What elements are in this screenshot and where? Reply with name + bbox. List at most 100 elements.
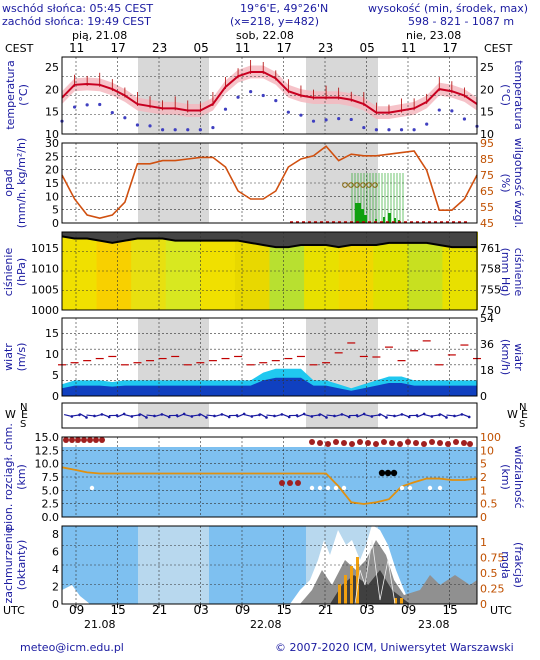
hour-bottom-label: 03 — [360, 603, 375, 617]
wind-arrow-head — [347, 415, 351, 419]
y-tick-left: 10 — [45, 128, 59, 141]
dewpoint-dot — [362, 125, 366, 130]
y-tick-left: 20 — [45, 164, 59, 177]
height-label: wysokość (min, środek, max) — [368, 2, 528, 15]
dewpoint-dot — [412, 128, 416, 132]
dewpoint-dot — [161, 128, 165, 132]
wind-arrow-head — [235, 414, 239, 417]
cloud-base-dot — [279, 480, 285, 486]
sunrise-text: wschód słońca: 05:45 CEST — [2, 2, 153, 15]
y-tick-left: 8 — [52, 528, 59, 541]
y-tick-right: 20 — [480, 83, 494, 96]
tz-bottom-left: UTC — [3, 604, 25, 617]
axis-label: temperatura(°C) — [499, 60, 525, 129]
y-tick-right: 55 — [480, 201, 494, 214]
hour-bottom-label: 09 — [401, 603, 416, 617]
dewpoint-dot — [211, 125, 215, 130]
fog-bar — [338, 584, 341, 604]
dewpoint-dot — [249, 90, 253, 94]
axis-label: wiatr(m/s) — [2, 343, 28, 372]
wind-arrow — [176, 413, 185, 418]
wind-arrow — [296, 413, 305, 418]
cloud-top-dot — [357, 439, 363, 445]
y-tick-right: 0 — [480, 511, 487, 524]
axis-label-line: temperatura — [512, 60, 525, 129]
axis-label-line: (°C) — [17, 84, 30, 106]
dewpoint-dot — [387, 128, 391, 132]
axis-label: wilgotność wzgl.(%) — [499, 138, 525, 228]
wind-arrow — [319, 413, 327, 418]
y-tick-left: 4 — [52, 563, 59, 576]
cloud-low-dot — [325, 485, 331, 491]
axis-label-line: (°C) — [499, 84, 512, 106]
cloud-low-dot — [427, 485, 433, 491]
cloud-top-dot — [81, 437, 87, 443]
y-tick-left: 2 — [52, 581, 59, 594]
fog-bar — [344, 575, 347, 604]
wind-arrow-head — [415, 414, 419, 417]
dewpoint-dot — [261, 93, 265, 98]
wind-arrow — [363, 413, 373, 418]
hour-top-label: 05 — [194, 41, 209, 55]
axis-label-line: temperatura — [4, 60, 17, 129]
cloud-low-dot — [89, 485, 95, 491]
temp-band — [62, 65, 477, 120]
compass-e-left: E — [21, 408, 28, 421]
pressure-top — [62, 232, 477, 248]
wind-arrow — [393, 413, 403, 418]
wind-area — [62, 377, 477, 396]
hour-bottom-label: 15 — [111, 603, 126, 617]
hours-top: 11 17 23 05 11 17 23 05 11 17 — [69, 41, 458, 55]
y-tick-left: 5 — [52, 204, 59, 217]
wind-arrow — [281, 413, 290, 418]
wind-arrow-head — [227, 415, 231, 419]
cloud-contour — [354, 539, 396, 605]
dewpoint-dot — [450, 109, 454, 113]
y-tick-left: 1005 — [31, 283, 59, 296]
convective-marker — [354, 182, 360, 188]
dewpoint-dot — [223, 107, 228, 111]
y-tick-left: 15 — [45, 177, 59, 190]
y-tick-right: 0.75 — [480, 552, 505, 565]
cloud-top-dot — [325, 441, 331, 447]
cloud-top-dot — [405, 439, 411, 445]
y-tick-left: 10.0 — [35, 458, 60, 471]
cloud-low-dot — [333, 485, 339, 491]
y-tick-left: 0 — [52, 217, 59, 230]
rain-bar — [360, 209, 364, 223]
axis-label-line: mgła — [499, 551, 512, 579]
axis-label-line: (oktanty) — [15, 540, 28, 591]
wind-arrow — [221, 413, 230, 418]
dewpoint-dot — [85, 103, 89, 107]
hour-top-label: 11 — [235, 41, 250, 55]
y-tick-left: 30 — [45, 137, 59, 150]
cloud-top-dot — [349, 441, 355, 447]
rain-bar — [388, 213, 391, 223]
dewpoint-dot — [437, 108, 441, 112]
wind-arrow — [379, 413, 387, 418]
hours-bottom: 09 15 21 03 09 15 21 03 09 15 — [69, 603, 458, 617]
y-tick-right: 5 — [480, 458, 487, 471]
dewpoint-dot — [299, 113, 303, 117]
y-tick-right: 0.5 — [480, 498, 498, 511]
axis-label-line: (km/h) — [499, 339, 512, 375]
axis-label-line: (hPa) — [15, 258, 28, 286]
y-tick-right: 15 — [480, 106, 494, 119]
cloud-top-dot — [467, 441, 473, 447]
footer-copyright: © 2007-2020 ICM, Uniwersytet Warszawski — [275, 641, 514, 654]
hour-bottom-label: 21 — [318, 603, 333, 617]
wind-arrow — [139, 413, 147, 418]
fog-bar — [394, 598, 397, 604]
y-tick-left: 25 — [45, 61, 59, 74]
wind-arrow-head — [167, 415, 171, 419]
footer-email[interactable]: meteo@icm.edu.pl — [20, 641, 124, 654]
wind-arrow — [79, 413, 87, 418]
wind-arrow — [63, 413, 73, 418]
axis-label-line: (km) — [15, 464, 28, 490]
wind-arrow — [243, 413, 253, 418]
cloud-top-dot — [333, 439, 339, 445]
axis-label-line: zachmurzenie — [2, 526, 15, 603]
dewpoint-dot — [148, 124, 152, 128]
wind-arrow — [251, 414, 260, 417]
